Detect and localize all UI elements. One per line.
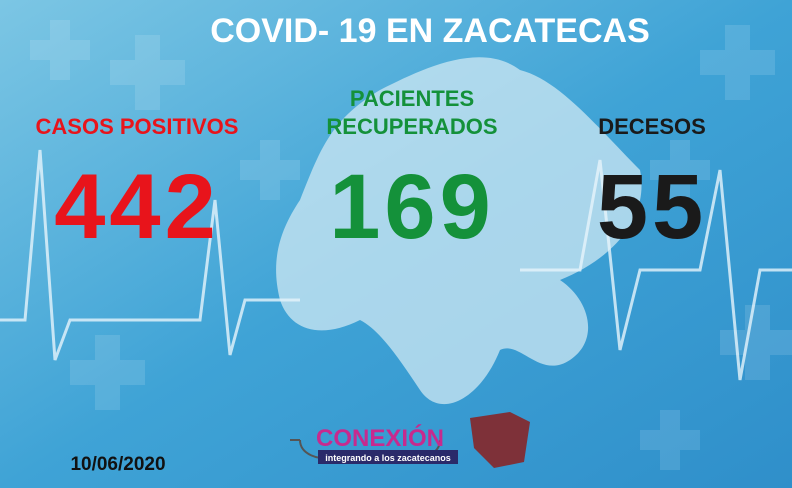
stat-label: RECUPERADOS — [326, 114, 497, 139]
logo: CONEXIÓN integrando a los zacatecanos — [290, 412, 530, 468]
logo-text: CONEXIÓN — [316, 424, 444, 452]
logo-tagline: integrando a los zacatecanos — [325, 453, 451, 463]
title: COVID- 19 EN ZACATECAS — [210, 12, 650, 50]
crosses — [30, 20, 792, 470]
state-map — [276, 57, 642, 405]
stat-value: 55 — [597, 156, 707, 258]
stat-label: PACIENTES — [350, 86, 474, 111]
date: 10/06/2020 — [70, 454, 165, 475]
stat-label: DECESOS — [598, 114, 706, 139]
stat-label: CASOS POSITIVOS — [36, 114, 239, 139]
heartbeat-right — [520, 159, 792, 381]
stats: CASOS POSITIVOS 442 PACIENTES RECUPERADOS 16… — [36, 86, 707, 258]
heartbeat-left — [0, 149, 300, 361]
stat-value: 442 — [54, 156, 220, 258]
stat-value: 169 — [329, 156, 495, 258]
